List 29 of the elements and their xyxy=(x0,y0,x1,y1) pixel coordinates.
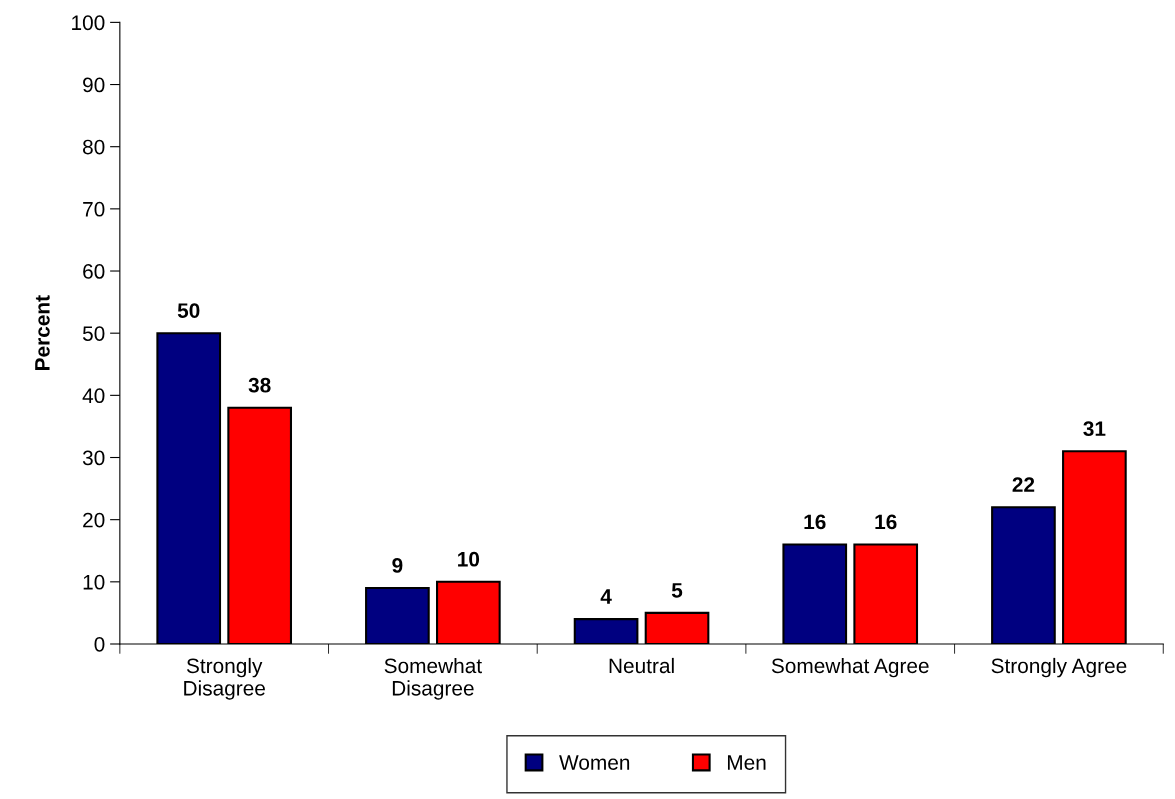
data-label: 4 xyxy=(600,589,612,604)
x-tick-label: Somewhat Agree xyxy=(771,657,929,678)
y-tick-label: 20 xyxy=(83,512,105,528)
data-label: 16 xyxy=(804,514,826,530)
x-tick-label: Somewhat Disagree xyxy=(384,657,482,700)
legend-label: Men xyxy=(727,755,766,770)
data-label: 31 xyxy=(1083,421,1106,437)
y-tick-label: 90 xyxy=(83,77,105,93)
y-tick-label: 40 xyxy=(82,388,105,404)
legend-label: Women xyxy=(559,755,630,770)
x-tick-label: Neutral xyxy=(609,657,674,674)
data-label: 22 xyxy=(1012,477,1035,492)
y-tick-label: 0 xyxy=(94,637,105,652)
y-tick-label: 100 xyxy=(72,15,105,31)
data-label: 10 xyxy=(458,551,480,567)
y-tick-label: 70 xyxy=(83,201,105,217)
x-tick-label: Strongly Agree xyxy=(991,657,1127,678)
x-tick-label: Strongly Disagree xyxy=(184,657,265,700)
data-label: 50 xyxy=(177,303,200,318)
data-label: 16 xyxy=(875,514,897,530)
y-tick-label: 50 xyxy=(82,326,105,341)
y-tick-label: 80 xyxy=(83,139,105,155)
y-tick-label: 10 xyxy=(83,574,105,590)
data-label: 9 xyxy=(392,558,403,573)
y-tick-label: 30 xyxy=(82,450,105,466)
data-label: 38 xyxy=(248,377,271,393)
data-label: 5 xyxy=(671,583,683,598)
y-axis-title: Percent xyxy=(35,295,50,370)
y-tick-label: 60 xyxy=(83,264,105,279)
